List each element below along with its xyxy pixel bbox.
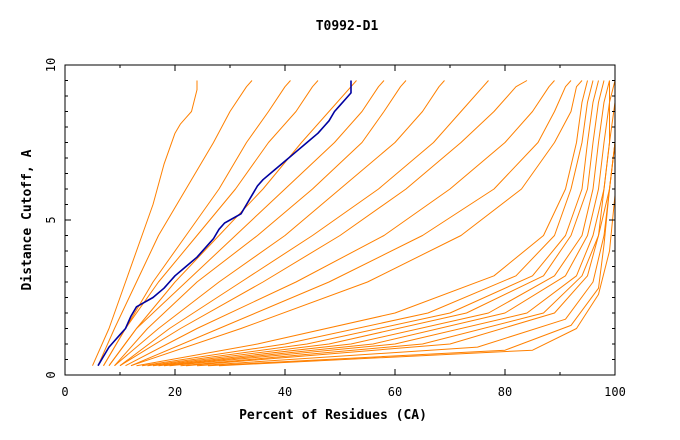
y-axis-label: Distance Cutoff, A	[20, 149, 35, 290]
series-line	[158, 80, 610, 367]
series-line	[92, 80, 198, 366]
series-line	[130, 80, 572, 367]
series-line	[114, 80, 407, 367]
series-line	[125, 80, 555, 367]
plot-frame	[64, 64, 616, 376]
series-line	[103, 80, 291, 366]
x-tick-label: 0	[61, 385, 68, 399]
x-tick-label: 20	[168, 385, 182, 399]
series-line	[103, 80, 319, 366]
series-line	[136, 80, 588, 367]
series-line	[185, 80, 616, 367]
series-line	[218, 80, 616, 367]
series-line	[130, 80, 583, 367]
chart-title: T0992-D1	[316, 19, 379, 34]
y-tick-label: 10	[44, 58, 58, 72]
series-line	[141, 80, 594, 367]
series-line	[147, 80, 599, 367]
series-line	[152, 80, 605, 367]
x-tick-label: 40	[278, 385, 292, 399]
series-line	[169, 80, 616, 367]
series-line	[119, 80, 528, 367]
x-tick-label: 60	[388, 385, 402, 399]
series-line	[163, 80, 610, 367]
series-line	[108, 80, 385, 366]
y-tick-label: 0	[44, 371, 58, 378]
x-tick-label: 100	[604, 385, 626, 399]
x-tick-label: 80	[498, 385, 512, 399]
y-tick-label: 5	[44, 216, 58, 223]
x-axis-label: Percent of Residues (CA)	[239, 408, 427, 423]
ticks-layer: 0 20 40 60 80 100 0 5 10	[44, 58, 626, 399]
series-layer	[92, 80, 616, 367]
series-line	[97, 80, 253, 366]
series-line	[108, 80, 357, 366]
series-line	[114, 80, 445, 367]
highlight-series-line	[97, 80, 352, 367]
series-line	[119, 80, 489, 367]
